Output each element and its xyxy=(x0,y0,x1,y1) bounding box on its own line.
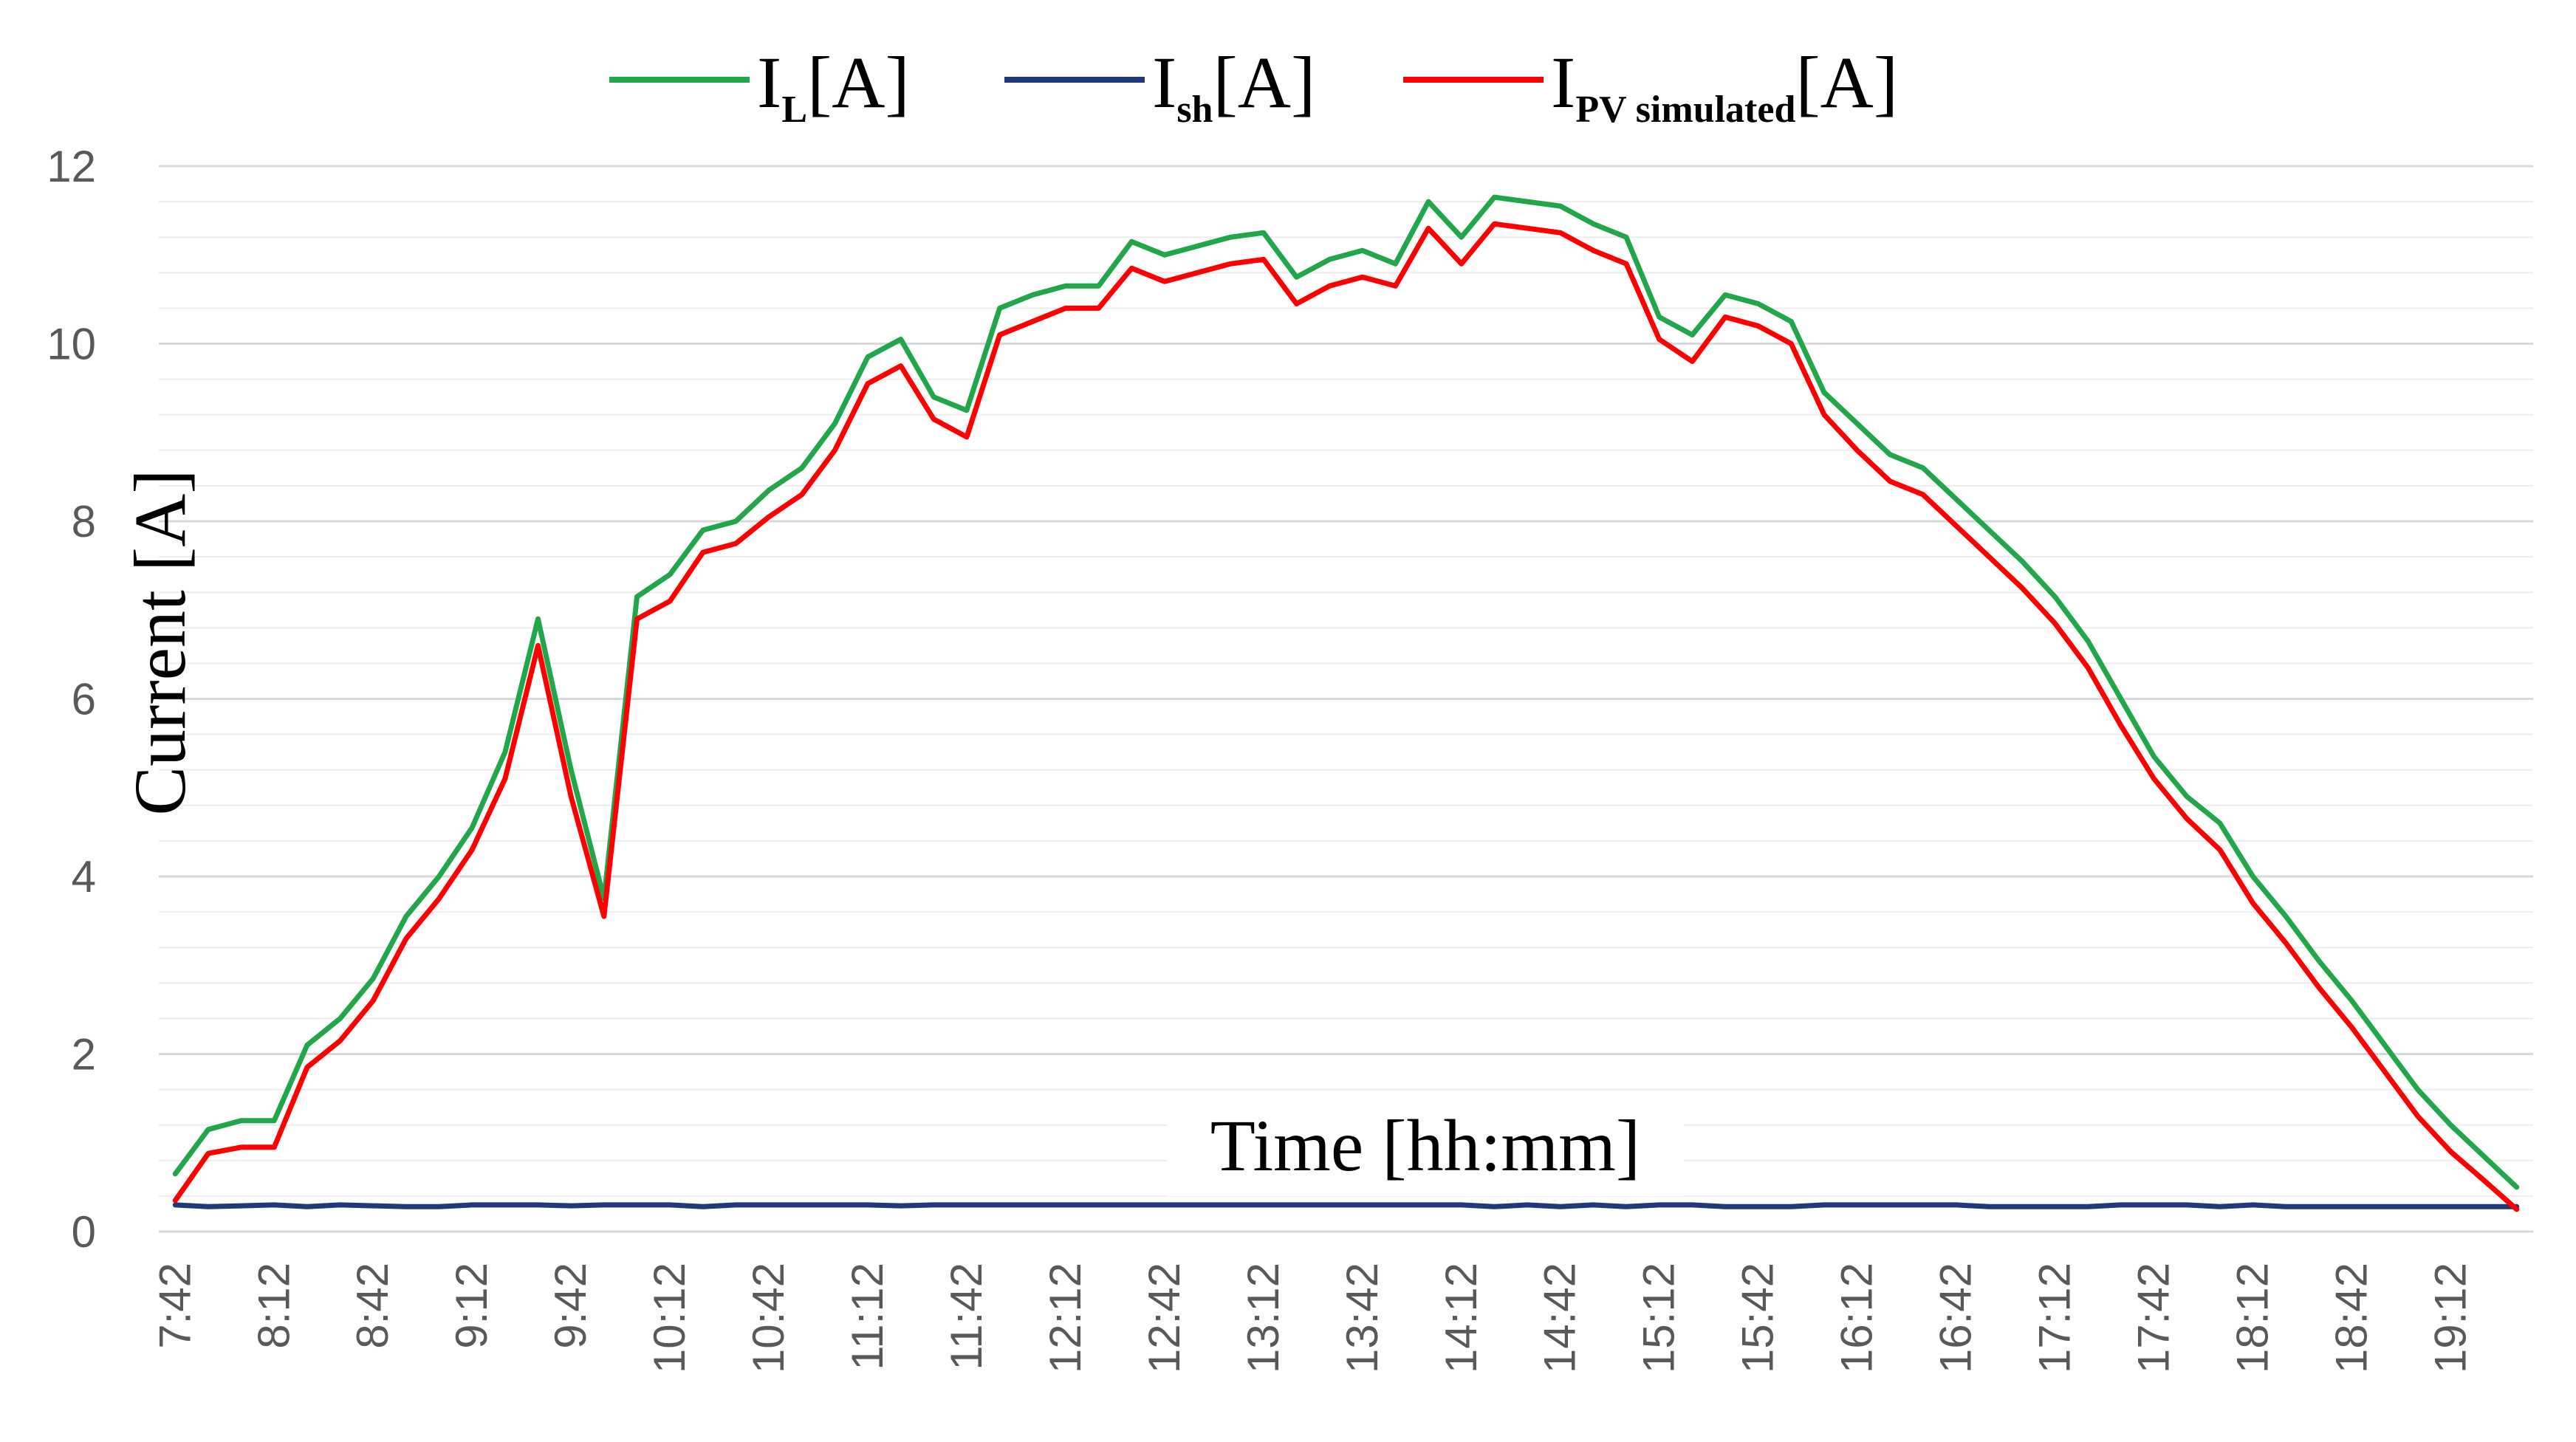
x-tick-label: 8:42 xyxy=(348,1263,397,1349)
x-tick-label: 19:12 xyxy=(2425,1263,2475,1373)
y-tick-label: 2 xyxy=(72,1030,96,1079)
y-tick-label: 6 xyxy=(72,675,96,724)
x-axis-tick-labels: 7:42 8:12 8:42 9:12 9:42 10:12 10:42 11:12 11:42… xyxy=(150,1263,2475,1373)
x-tick-label: 17:42 xyxy=(2128,1263,2178,1373)
y-axis-tick-labels: 0 2 4 6 8 10 12 xyxy=(47,142,96,1257)
legend: IL[A] Ish[A] IPV simulated[A] xyxy=(517,30,2068,155)
x-tick-label: 13:12 xyxy=(1239,1263,1288,1373)
gridlines xyxy=(159,165,2533,1197)
x-axis-title-background xyxy=(1167,1100,1684,1196)
x-tick-label: 15:42 xyxy=(1733,1263,1783,1373)
x-tick-label: 13:42 xyxy=(1337,1263,1387,1373)
x-tick-label: 15:12 xyxy=(1634,1263,1684,1373)
x-tick-label: 7:42 xyxy=(150,1263,199,1349)
x-tick-label: 16:42 xyxy=(1931,1263,1981,1373)
y-tick-label: 8 xyxy=(72,497,96,546)
x-tick-label: 17:12 xyxy=(2030,1263,2080,1373)
x-tick-label: 14:12 xyxy=(1436,1263,1486,1373)
x-tick-label: 9:42 xyxy=(546,1263,595,1349)
x-axis-title: Time [hh:mm] xyxy=(1210,1105,1640,1187)
x-tick-label: 8:12 xyxy=(249,1263,298,1349)
x-tick-label: 11:42 xyxy=(942,1263,991,1370)
legend-label: IL[A] xyxy=(757,41,910,131)
x-tick-label: 10:12 xyxy=(645,1263,694,1373)
legend-label: Ish[A] xyxy=(1152,41,1315,131)
legend-background xyxy=(517,30,2068,155)
y-tick-label: 12 xyxy=(47,142,96,191)
x-tick-label: 16:12 xyxy=(1832,1263,1882,1373)
x-tick-label: 10:42 xyxy=(744,1263,793,1373)
x-tick-label: 18:42 xyxy=(2326,1263,2376,1373)
y-tick-label: 4 xyxy=(72,852,96,902)
y-tick-label: 10 xyxy=(47,320,96,369)
x-tick-label: 12:12 xyxy=(1041,1263,1090,1373)
series-line-pv-simulated xyxy=(172,221,2520,1212)
legend-label: IPV simulated[A] xyxy=(1551,41,1898,131)
x-tick-label: 11:12 xyxy=(843,1263,892,1370)
y-axis-title: Current [A] xyxy=(119,469,201,815)
series-line-l xyxy=(172,194,2520,1190)
series-line-sh xyxy=(172,1202,2520,1209)
series-layer xyxy=(172,194,2520,1212)
y-tick-label: 0 xyxy=(72,1207,96,1257)
x-tick-label: 14:42 xyxy=(1535,1263,1585,1373)
x-tick-label: 18:12 xyxy=(2227,1263,2277,1373)
x-tick-label: 12:42 xyxy=(1140,1263,1189,1373)
x-tick-label: 9:12 xyxy=(447,1263,496,1349)
